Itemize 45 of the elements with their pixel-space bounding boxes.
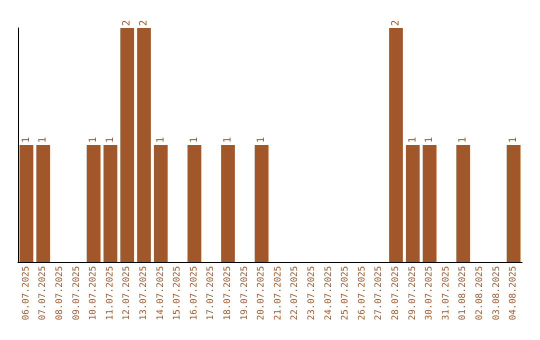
x-tick-label: 28.07.2025 <box>391 266 401 320</box>
x-tick-label: 26.07.2025 <box>357 266 368 320</box>
data-label: 1 <box>407 136 418 143</box>
x-tick-label: 22.07.2025 <box>290 266 300 320</box>
x-tick-label: 09.07.2025 <box>72 266 82 320</box>
data-label: 1 <box>104 136 116 143</box>
data-label: 1 <box>256 136 268 143</box>
x-tick-label: 10.07.2025 <box>88 266 99 320</box>
data-label: 1 <box>20 136 32 143</box>
x-tick-label: 12.07.2025 <box>122 266 132 320</box>
x-tick-label: 07.07.2025 <box>38 266 48 320</box>
x-tick-label: 02.08.2025 <box>475 266 485 320</box>
data-label: 2 <box>138 20 150 26</box>
data-label: 1 <box>458 136 469 143</box>
x-tick-label: 14.07.2025 <box>156 266 166 320</box>
x-tick-label: 13.07.2025 <box>139 266 149 320</box>
x-tick-label: 18.07.2025 <box>223 266 233 320</box>
x-tick-label: 17.07.2025 <box>206 266 216 320</box>
data-label: 1 <box>155 136 166 143</box>
x-tick-label: 29.07.2025 <box>408 266 418 320</box>
x-tick-label: 21.07.2025 <box>273 266 284 320</box>
x-tick-label: 11.07.2025 <box>105 266 116 320</box>
x-tick-label: 01.08.2025 <box>458 266 468 320</box>
data-label: 1 <box>88 136 100 143</box>
x-tick-label: 08.07.2025 <box>55 266 65 320</box>
x-tick-label: 19.07.2025 <box>240 266 250 320</box>
data-label: 1 <box>38 136 49 143</box>
x-tick-label: 27.07.2025 <box>374 266 384 320</box>
x-tick-label: 04.08.2025 <box>508 266 519 320</box>
data-label: 2 <box>122 20 133 26</box>
data-label: 1 <box>424 136 436 143</box>
x-tick-label: 06.07.2025 <box>21 266 32 320</box>
data-label: 1 <box>188 136 200 143</box>
data-label: 2 <box>390 20 402 26</box>
x-tick-label: 16.07.2025 <box>189 266 200 320</box>
x-tick-label: 15.07.2025 <box>172 266 183 320</box>
x-tick-label: 20.07.2025 <box>256 266 267 320</box>
data-label: 1 <box>508 136 520 143</box>
x-tick-label: 31.07.2025 <box>441 266 452 320</box>
x-tick-label: 23.07.2025 <box>307 266 317 320</box>
data-label: 1 <box>222 136 234 143</box>
x-tick-label: 30.07.2025 <box>424 266 435 320</box>
x-tick-label: 25.07.2025 <box>340 266 351 320</box>
x-tick-label: 24.07.2025 <box>324 266 334 320</box>
x-tick-label: 03.08.2025 <box>492 266 502 320</box>
